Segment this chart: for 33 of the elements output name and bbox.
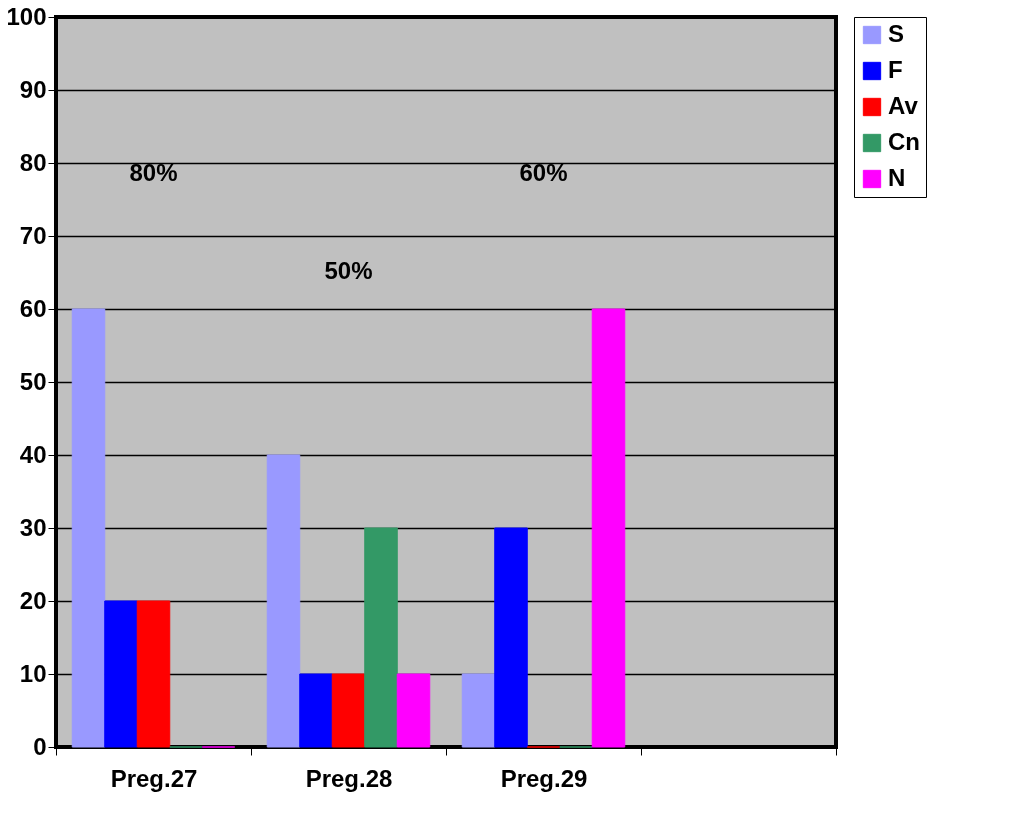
y-tick-label: 40 <box>19 440 47 468</box>
y-tick-label: 20 <box>19 586 47 614</box>
legend-label: N <box>888 164 906 191</box>
legend-label: S <box>888 20 905 47</box>
bar <box>396 673 431 748</box>
bar <box>266 454 301 748</box>
bar <box>494 527 528 748</box>
y-tick-label: 0 <box>33 732 47 760</box>
bar <box>461 673 496 748</box>
annotation: 50% <box>324 257 373 284</box>
x-tick-label: Preg.29 <box>500 764 588 792</box>
bar <box>136 600 171 748</box>
x-tick-label: Preg.27 <box>110 764 198 792</box>
bar <box>71 308 106 748</box>
annotation: 80% <box>129 159 178 186</box>
x-tick-label: Preg.28 <box>305 764 393 792</box>
y-tick-label: 10 <box>19 659 47 687</box>
y-tick-label: 80 <box>19 148 47 176</box>
y-tick-label: 30 <box>19 513 47 541</box>
legend-label: Cn <box>888 128 920 155</box>
bar <box>364 527 398 748</box>
bar <box>299 673 333 748</box>
y-tick-label: 50 <box>19 367 47 395</box>
annotation: 60% <box>519 159 568 186</box>
y-tick-label: 100 <box>6 2 47 30</box>
bar <box>331 673 366 748</box>
bar <box>104 600 138 748</box>
y-tick-label: 70 <box>19 221 47 249</box>
legend-label: F <box>888 56 903 83</box>
y-tick-label: 60 <box>19 294 47 322</box>
y-tick-label: 90 <box>19 75 47 103</box>
legend-label: Av <box>888 92 919 119</box>
bar <box>591 308 626 748</box>
